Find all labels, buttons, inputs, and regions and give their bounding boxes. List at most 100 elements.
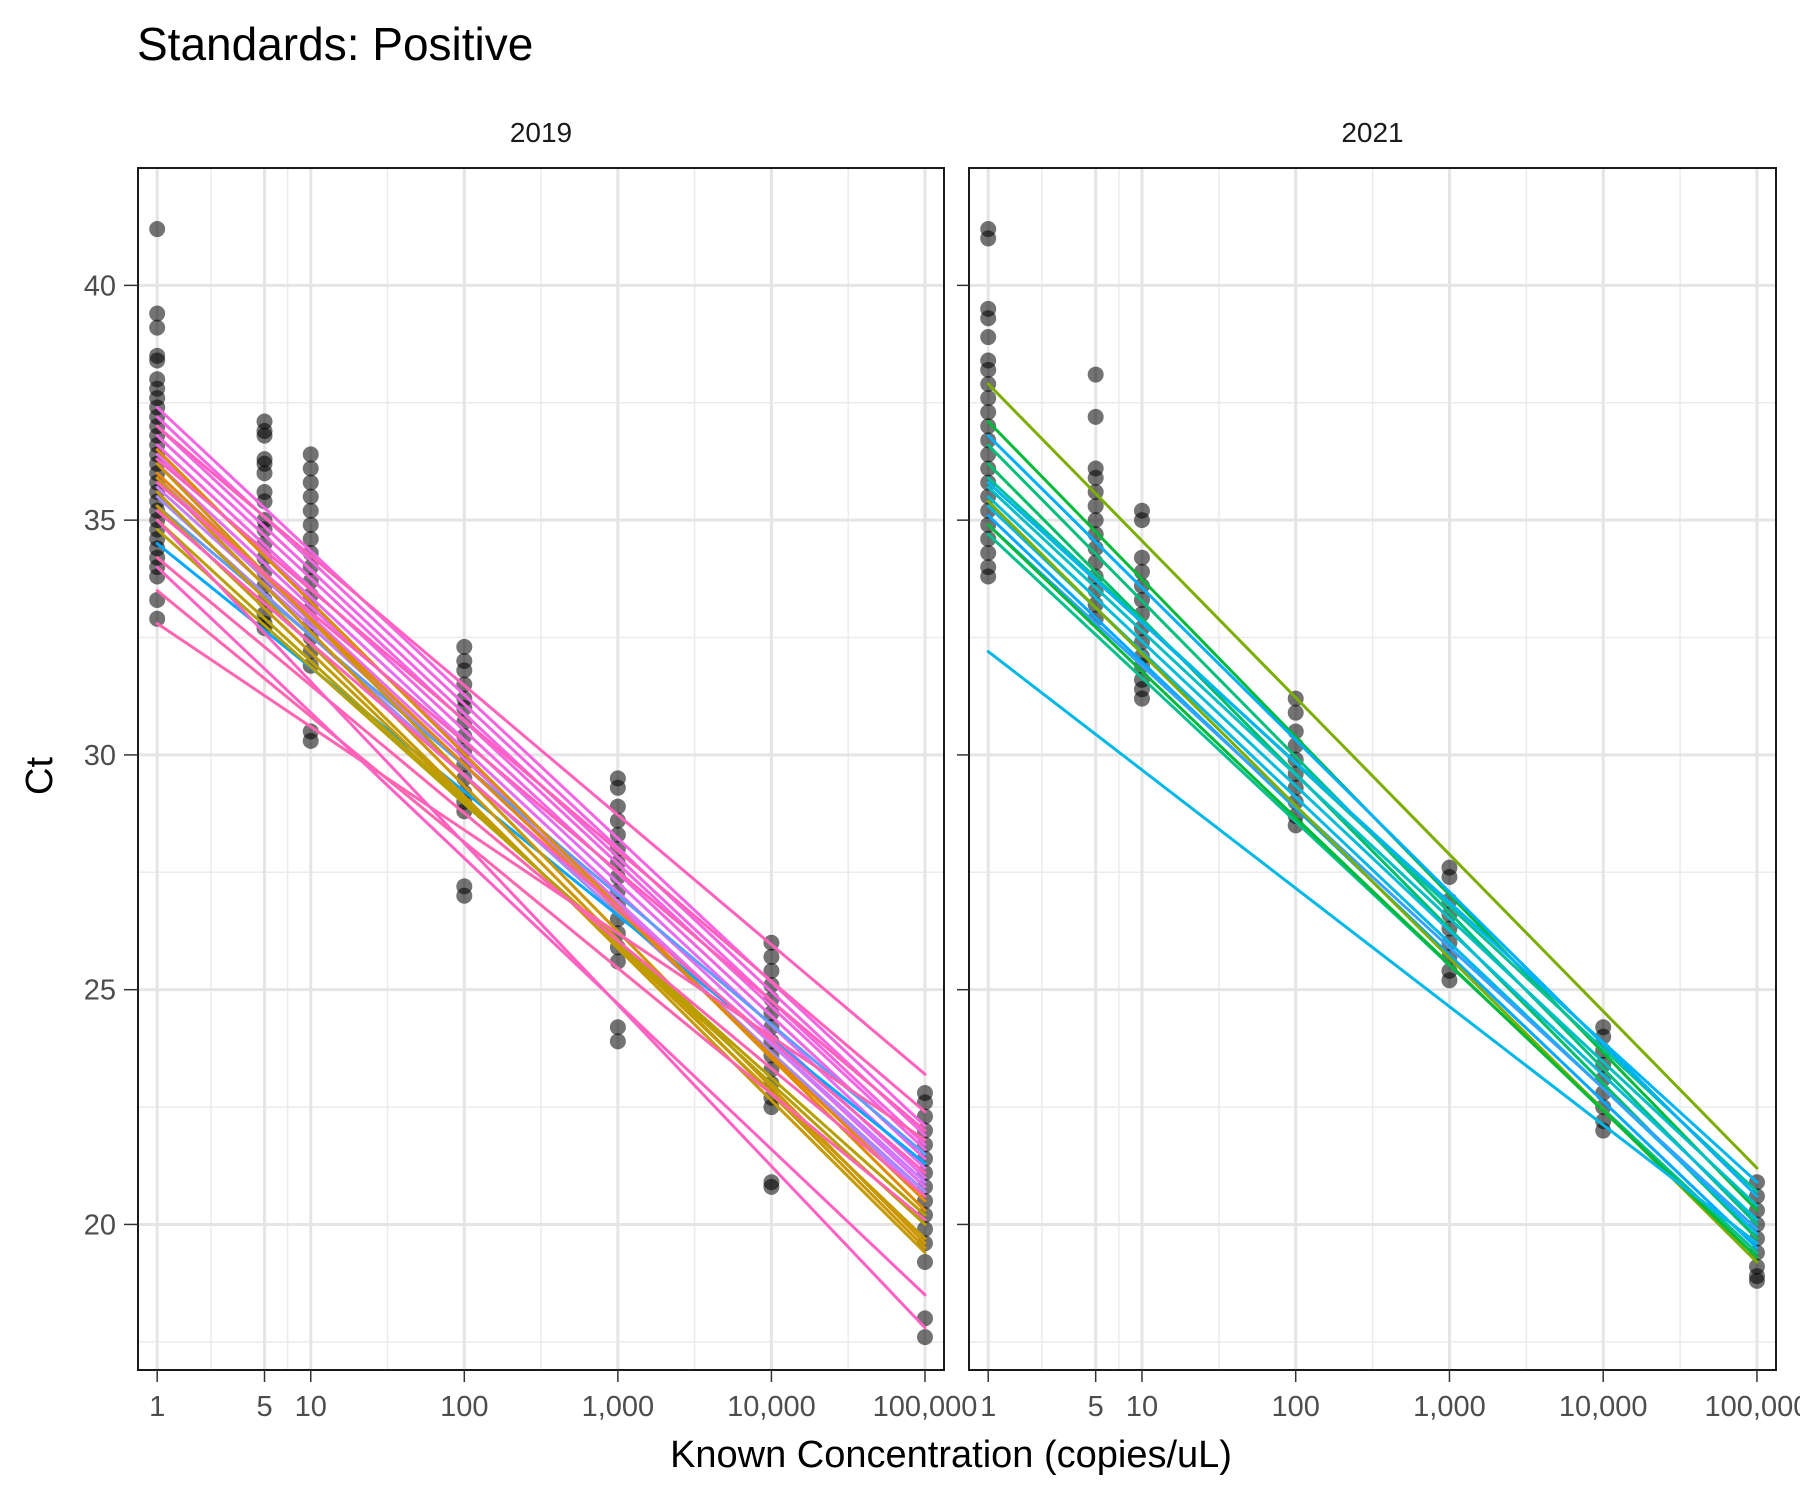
data-point (980, 230, 997, 247)
data-point (302, 474, 319, 491)
data-point (1287, 751, 1304, 768)
fit-line (986, 523, 1759, 1231)
fit-line (155, 556, 927, 1198)
x-tick-label: 5 (1088, 1391, 1104, 1423)
x-tick-label: 1,000 (1413, 1391, 1486, 1423)
fit-line (155, 405, 927, 1128)
fit-line (986, 481, 1759, 1184)
data-point (149, 305, 166, 322)
data-point (1133, 690, 1150, 707)
fit-line (155, 424, 927, 1076)
data-point (456, 662, 473, 679)
data-point (256, 465, 273, 482)
x-tick-label: 100 (440, 1391, 488, 1423)
data-point (1087, 408, 1104, 425)
data-point (609, 1019, 626, 1036)
panel-2021: 2021 1 5 10 100 1,000 10,000 100,000 (957, 117, 1800, 1423)
x-tick-label: 5 (256, 1391, 272, 1423)
panel-border (968, 167, 1777, 1371)
data-point (302, 446, 319, 463)
fit-line (986, 476, 1759, 1194)
y-axis-title: Ct (19, 757, 61, 795)
x-tick-label: 1,000 (582, 1391, 655, 1423)
data-point (980, 310, 997, 327)
data-point (980, 404, 997, 421)
x-tick-label: 10 (1126, 1391, 1158, 1423)
fit-line (155, 621, 927, 1142)
data-point (1287, 704, 1304, 721)
data-point (302, 530, 319, 547)
fit-line (155, 434, 927, 1151)
fit-line (155, 589, 927, 1222)
fit-line (155, 415, 927, 1137)
fit-line (986, 523, 1759, 1259)
data-point (456, 699, 473, 716)
fit-line (155, 518, 927, 1330)
fit-line (155, 565, 927, 1297)
x-tick-label: 1 (980, 1391, 996, 1423)
data-point (609, 826, 626, 843)
y-axis: 20 25 30 35 40 (84, 270, 138, 1241)
fit-line (155, 485, 927, 1184)
x-axis-title: Known Concentration (copies/uL) (670, 1434, 1232, 1476)
data-point (763, 948, 780, 965)
data-point (302, 488, 319, 505)
panel-2019: 2019 1 5 10 100 1,000 10,000 100,000 (137, 117, 978, 1423)
data-point (763, 962, 780, 979)
x-tick-label: 100,000 (873, 1391, 978, 1423)
strip-label: 2021 (1341, 117, 1403, 148)
fit-lines (155, 405, 927, 1330)
fit-line (155, 481, 927, 1133)
panel-border (137, 167, 945, 1371)
strip-label: 2019 (510, 117, 572, 148)
y-tick-label: 35 (84, 505, 116, 537)
chart-title: Standards: Positive (137, 18, 533, 70)
fit-line (155, 476, 927, 1250)
fit-line (155, 452, 927, 1170)
data-point (980, 329, 997, 346)
data-point (980, 545, 997, 562)
grid (138, 168, 944, 1370)
data-point (916, 1254, 933, 1271)
grid (969, 168, 1776, 1370)
data-point (1748, 1272, 1765, 1289)
x-tick-label: 10,000 (1559, 1391, 1648, 1423)
x-tick-label: 10,000 (727, 1391, 816, 1423)
y-tick-label: 40 (84, 270, 116, 302)
data-point (1133, 512, 1150, 529)
fit-line (155, 443, 927, 1161)
data-point (1595, 1056, 1612, 1073)
data-point (1133, 549, 1150, 566)
x-tick-label: 100 (1272, 1391, 1320, 1423)
data-point (1441, 972, 1458, 989)
data-point (980, 390, 997, 407)
data-point (980, 418, 997, 435)
data-point (149, 319, 166, 336)
fit-line (986, 532, 1759, 1255)
data-point (149, 221, 166, 238)
data-point (302, 732, 319, 749)
fit-line (986, 434, 1759, 1198)
fit-line (155, 457, 927, 1114)
data-point (980, 530, 997, 547)
data-point (1087, 498, 1104, 515)
data-point (1087, 526, 1104, 543)
data-point (456, 887, 473, 904)
data-point (1087, 366, 1104, 383)
data-point (980, 361, 997, 378)
fit-line (155, 509, 927, 1175)
data-point (609, 779, 626, 796)
data-point (1441, 868, 1458, 885)
data-point (302, 516, 319, 533)
x-tick-label: 1 (149, 1391, 165, 1423)
fit-lines (986, 382, 1759, 1264)
fit-line (986, 382, 1759, 1170)
fit-line (155, 448, 927, 1212)
data-point (302, 502, 319, 519)
y-tick-label: 30 (84, 740, 116, 772)
data-point (1087, 512, 1104, 529)
data-point (916, 1094, 933, 1111)
fit-line (986, 495, 1759, 1222)
fit-line (155, 528, 927, 1217)
